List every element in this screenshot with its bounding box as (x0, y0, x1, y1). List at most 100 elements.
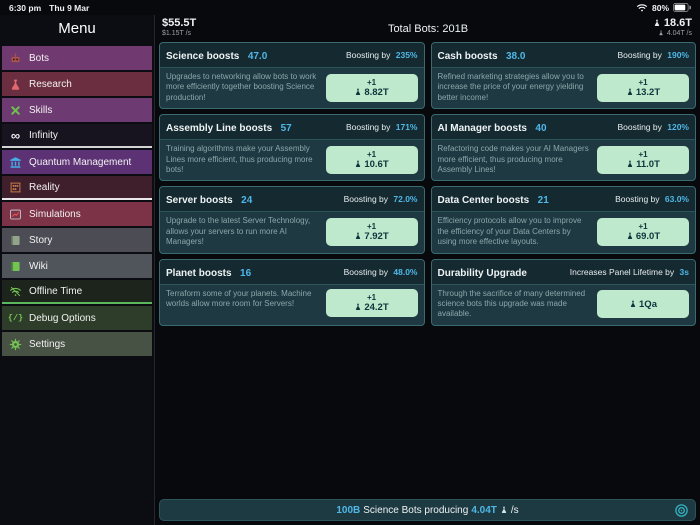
science-flask-icon (354, 88, 362, 96)
cash-rate: $1.15T /s (162, 30, 192, 37)
sidebar-item-infinity[interactable]: ∞ Infinity (2, 124, 152, 148)
production-unit: /s (510, 504, 519, 516)
card-header: Cash boosts 38.0 Boosting by 190% (431, 43, 695, 68)
buy-data-center-boost-button[interactable]: +1 69.0T (597, 217, 689, 246)
sidebar-item-label: Debug Options (29, 312, 96, 324)
sidebar-item-research[interactable]: Research (2, 72, 152, 96)
card-cash-boosts: Cash boosts 38.0 Boosting by 190% Refine… (430, 42, 696, 110)
card-body: Refactoring code makes your AI Managers … (432, 140, 696, 180)
sidebar-item-wiki[interactable]: Wiki (2, 254, 152, 278)
card-data-center-boosts: Data Center boosts 21 Boosting by 63.0% … (430, 186, 696, 254)
science-flask-icon (500, 506, 508, 514)
card-boost: Increases Panel Lifetime by 3s (570, 267, 689, 277)
wifi-off-icon (9, 285, 22, 298)
boost-value: 120% (667, 122, 689, 133)
science-summary: 18.6T 4.04T /s (653, 17, 692, 37)
buy-quantity-label: +1 (366, 77, 377, 87)
sidebar-item-skills[interactable]: Skills (2, 98, 152, 122)
card-durability-upgrade: Durability Upgrade Increases Panel Lifet… (430, 258, 696, 326)
card-title-group: Planet boosts 16 (166, 263, 251, 281)
buy-quantity-label: +1 (366, 221, 377, 231)
science-flask-icon (658, 30, 664, 36)
science-flask-icon (626, 160, 634, 168)
sidebar-item-story[interactable]: Story (2, 228, 152, 252)
buy-cost: 7.92T (364, 230, 389, 242)
gear-icon (9, 338, 22, 351)
card-title: Durability Upgrade (437, 267, 527, 279)
science-flask-icon (354, 303, 362, 311)
boost-value: 63.0% (664, 194, 689, 205)
buy-server-boost-button[interactable]: +1 7.92T (325, 217, 418, 246)
card-count: 40 (535, 123, 547, 135)
sidebar-item-debug-options[interactable]: {/} Debug Options (2, 306, 152, 330)
buy-ai-manager-boost-button[interactable]: +1 11.0T (597, 145, 689, 174)
buy-cost: 11.0T (636, 158, 660, 170)
science-flask-icon (354, 232, 362, 240)
boost-value: 72.0% (393, 194, 418, 205)
boost-prefix: Boosting by (345, 50, 391, 60)
card-body: Through the sacrifice of many determined… (432, 285, 696, 325)
buy-durability-upgrade-button[interactable]: 1Qa (597, 290, 689, 319)
buy-quantity-label: +1 (638, 221, 648, 231)
flask-icon (9, 78, 22, 91)
card-boost: Boosting by 48.0% (344, 267, 418, 277)
card-title: Data Center boosts (437, 195, 530, 207)
chart-icon (9, 208, 22, 221)
card-boost: Boosting by 190% (617, 50, 689, 60)
card-planet-boosts: Planet boosts 16 Boosting by 48.0% Terra… (159, 258, 425, 326)
production-label: Science Bots producing (363, 504, 469, 516)
sidebar-item-label: Settings (29, 338, 66, 350)
sidebar-item-label: Bots (29, 52, 50, 64)
status-time: 6:30 pm (9, 2, 42, 13)
sidebar-item-label: Reality (29, 181, 60, 193)
wiki-book-icon (9, 260, 22, 273)
buy-planet-boost-button[interactable]: +1 24.2T (325, 288, 418, 317)
card-boost: Boosting by 235% (346, 50, 418, 60)
sidebar-item-label: Research (29, 78, 72, 90)
card-science-boosts: Science boosts 47.0 Boosting by 235% Upg… (159, 42, 425, 110)
buy-science-boost-button[interactable]: +1 8.82T (325, 73, 418, 102)
card-description: Efficiency protocols allow you to improv… (437, 216, 582, 247)
card-header: Assembly Line boosts 57 Boosting by 171% (160, 115, 424, 141)
card-count: 21 (537, 195, 549, 207)
sidebar-item-bots[interactable]: Bots (2, 46, 152, 70)
science-flask-icon (626, 88, 634, 96)
bank-icon (9, 156, 22, 169)
buy-cost: 13.2T (635, 86, 661, 98)
science-flask-icon (354, 160, 362, 168)
card-title: Cash boosts (437, 51, 498, 62)
science-flask-icon (626, 232, 634, 240)
card-body: Upgrades to networking allow bots to wor… (160, 68, 424, 108)
boost-prefix: Boosting by (617, 50, 662, 60)
sidebar-item-settings[interactable]: Settings (2, 332, 152, 356)
sidebar-item-reality[interactable]: Reality (2, 176, 152, 200)
buy-assembly-line-boost-button[interactable]: +1 10.6T (325, 145, 418, 174)
card-description: Through the sacrifice of many determined… (437, 288, 586, 319)
upgrade-card-grid: Science boosts 47.0 Boosting by 235% Upg… (159, 42, 696, 326)
buy-cost: 24.2T (364, 301, 389, 313)
card-description: Refined marketing strategies allow you t… (437, 72, 584, 102)
sidebar-item-label: Simulations (29, 208, 81, 220)
sidebar-item-label: Quantum Management (29, 156, 132, 168)
card-description: Refactoring code makes your AI Managers … (437, 144, 589, 174)
target-icon[interactable] (674, 503, 689, 518)
status-right: 80% (636, 3, 691, 13)
sidebar-item-offline-time[interactable]: Offline Time (2, 280, 152, 304)
boost-prefix: Increases Panel Lifetime by (569, 266, 675, 277)
card-body: Upgrade to the latest Server Technology,… (160, 212, 424, 252)
sidebar-item-simulations[interactable]: Simulations (2, 202, 152, 226)
card-title-group: Durability Upgrade (438, 263, 527, 281)
battery-icon (673, 3, 691, 12)
boost-value: 3s (679, 266, 689, 277)
sidebar-item-quantum-management[interactable]: Quantum Management (2, 150, 152, 174)
main-panel: $55.5T $1.15T /s Total Bots: 201B 18.6T … (156, 15, 700, 525)
buy-cost: 69.0T (635, 230, 661, 242)
cross-icon (9, 104, 22, 117)
card-count: 16 (240, 267, 252, 279)
card-count: 24 (241, 195, 253, 207)
buy-cash-boost-button[interactable]: +1 13.2T (597, 73, 689, 102)
boost-value: 190% (667, 50, 689, 60)
card-count: 38.0 (505, 51, 526, 62)
card-header: Durability Upgrade Increases Panel Lifet… (431, 259, 695, 285)
buy-quantity-label: +1 (366, 149, 377, 159)
